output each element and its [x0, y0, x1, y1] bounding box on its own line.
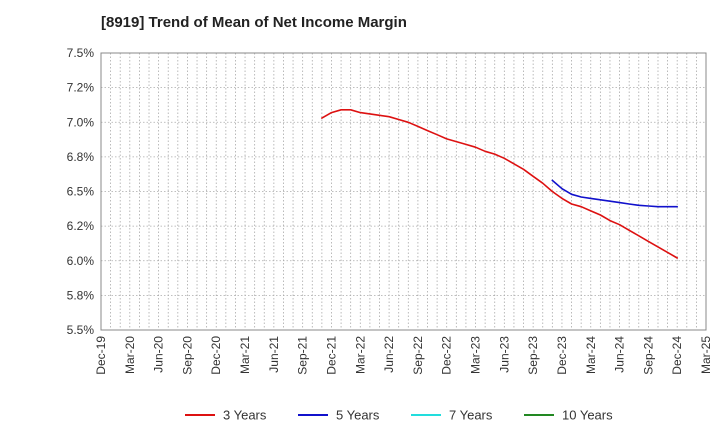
x-tick-label: Sep-22 — [411, 336, 425, 375]
y-tick-label: 7.5% — [67, 46, 95, 60]
x-tick-label: Mar-23 — [469, 336, 483, 374]
x-tick-label: Jun-24 — [613, 336, 627, 373]
chart-title: [8919] Trend of Mean of Net Income Margi… — [101, 14, 407, 31]
x-tick-label: Mar-25 — [699, 336, 713, 374]
x-tick-label: Jun-23 — [497, 336, 511, 373]
x-tick-label: Sep-24 — [641, 336, 655, 375]
x-tick-label: Dec-24 — [670, 336, 684, 375]
legend-label: 7 Years — [449, 408, 493, 423]
legend-label: 10 Years — [562, 408, 613, 423]
x-tick-label: Dec-20 — [209, 336, 223, 375]
x-tick-label: Mar-20 — [123, 336, 137, 374]
y-tick-label: 6.8% — [67, 150, 95, 164]
x-tick-label: Mar-24 — [584, 336, 598, 374]
x-tick-label: Mar-21 — [238, 336, 252, 374]
x-tick-label: Mar-22 — [353, 336, 367, 374]
y-tick-label: 6.2% — [67, 219, 95, 233]
y-tick-label: 6.0% — [67, 254, 95, 268]
y-tick-label: 6.5% — [67, 185, 95, 199]
x-tick-label: Sep-21 — [296, 336, 310, 375]
series-line-2 — [551, 179, 679, 208]
y-tick-label: 7.0% — [67, 115, 95, 129]
x-tick-label: Jun-20 — [152, 336, 166, 373]
legend-label: 5 Years — [336, 408, 380, 423]
x-tick-label: Dec-23 — [555, 336, 569, 375]
x-tick-label: Sep-20 — [180, 336, 194, 375]
y-tick-label: 7.2% — [67, 81, 95, 95]
plot-border — [100, 52, 707, 331]
x-tick-label: Dec-19 — [94, 336, 108, 375]
y-tick-label: 5.8% — [67, 288, 95, 302]
legend-label: 3 Years — [223, 408, 267, 423]
x-tick-label: Jun-21 — [267, 336, 281, 373]
x-tick-label: Jun-22 — [382, 336, 396, 373]
y-tick-label: 5.5% — [67, 323, 95, 337]
x-tick-label: Dec-21 — [324, 336, 338, 375]
x-tick-label: Sep-23 — [526, 336, 540, 375]
x-tick-label: Dec-22 — [440, 336, 454, 375]
series-line-1 — [321, 109, 679, 259]
